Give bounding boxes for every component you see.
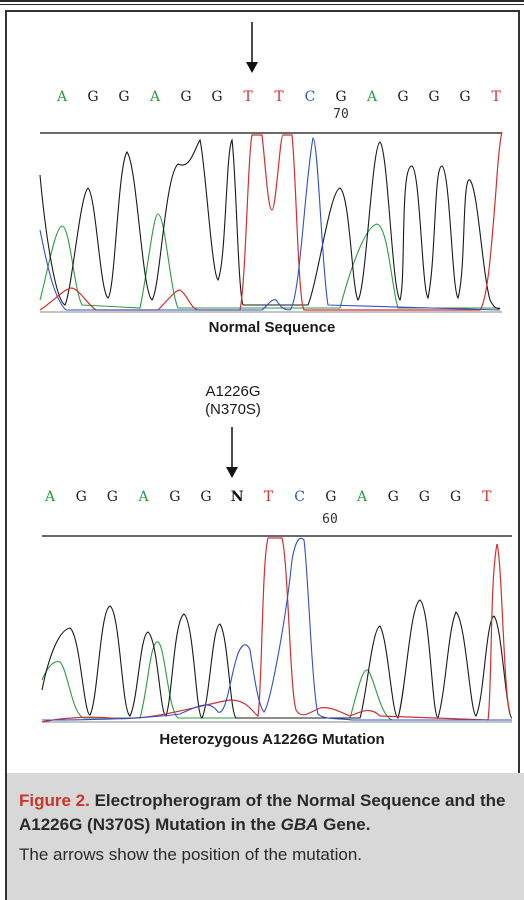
caption-figure-number: Figure 2.	[19, 791, 90, 810]
mutation-protein-label: (N370S)	[205, 401, 261, 418]
normal-trace-black	[39, 138, 501, 310]
mutation-base-14: G	[450, 489, 461, 505]
mutation-base-2: G	[76, 489, 87, 505]
top-rule	[0, 0, 524, 2]
normal-trace	[39, 131, 503, 311]
normal-base-7: T	[243, 89, 253, 105]
mutation-base-3: G	[107, 489, 118, 505]
caption-gene-name: GBA	[280, 815, 319, 834]
mutation-base-1: A	[44, 489, 56, 505]
mutation-base-10: G	[325, 489, 336, 505]
normal-base-10: G	[335, 89, 346, 105]
normal-base-12: G	[397, 89, 408, 105]
mutation-base-4: A	[138, 489, 150, 505]
electropherogram-figure: A G G A G G T T C G A G G G T 70 Normal Sequence A1226…	[39, 22, 513, 748]
normal-base-4: A	[149, 89, 161, 105]
figure-caption: Figure 2. Electropherogram of the Normal…	[5, 773, 524, 900]
mutation-base-9: C	[294, 489, 305, 505]
normal-base-8: T	[274, 89, 284, 105]
normal-base-1: A	[56, 89, 68, 105]
mutation-trace-red	[41, 537, 511, 723]
mutation-trace-blue	[41, 537, 512, 721]
mutation-trace-black	[41, 599, 513, 719]
normal-base-6: G	[211, 89, 222, 105]
normal-position-label: 70	[333, 107, 349, 122]
mutation-trace	[41, 537, 513, 723]
mutation-base-12: G	[388, 489, 399, 505]
mutation-base-11: A	[356, 489, 368, 505]
caption-title: Figure 2. Electropherogram of the Normal…	[19, 789, 519, 837]
normal-trace-green	[39, 213, 500, 309]
normal-base-3: G	[118, 89, 129, 105]
mutation-base-6: G	[200, 489, 211, 505]
mutation-base-8: T	[264, 489, 274, 505]
normal-base-11: A	[366, 89, 378, 105]
mutation-base-15: T	[482, 489, 492, 505]
mutation-position-label: 60	[322, 512, 338, 527]
normal-base-13: G	[428, 89, 439, 105]
normal-sequence-label: Normal Sequence	[209, 319, 336, 336]
mutation-label: A1226G	[205, 383, 260, 400]
normal-arrow	[246, 22, 258, 73]
normal-trace-blue	[39, 137, 501, 311]
caption-body: The arrows show the position of the muta…	[19, 845, 363, 864]
mutation-base-13: G	[419, 489, 430, 505]
mutation-trace-green	[41, 641, 512, 721]
normal-base-14: G	[459, 89, 470, 105]
mutation-base-5: G	[169, 489, 180, 505]
mutation-arrow	[226, 427, 238, 478]
normal-trace-red	[39, 131, 503, 311]
normal-base-2: G	[87, 89, 98, 105]
normal-base-15: T	[491, 89, 501, 105]
mutation-base-7: N	[231, 489, 244, 505]
normal-base-9: C	[305, 89, 316, 105]
caption-title-part-1: Electropherogram of the Normal Sequence …	[19, 791, 506, 834]
top-rule-thin	[0, 4, 524, 5]
normal-base-5: G	[180, 89, 191, 105]
caption-title-part-2: Gene.	[318, 815, 371, 834]
mutation-sequence-label: Heterozygous A1226G Mutation	[159, 731, 384, 748]
